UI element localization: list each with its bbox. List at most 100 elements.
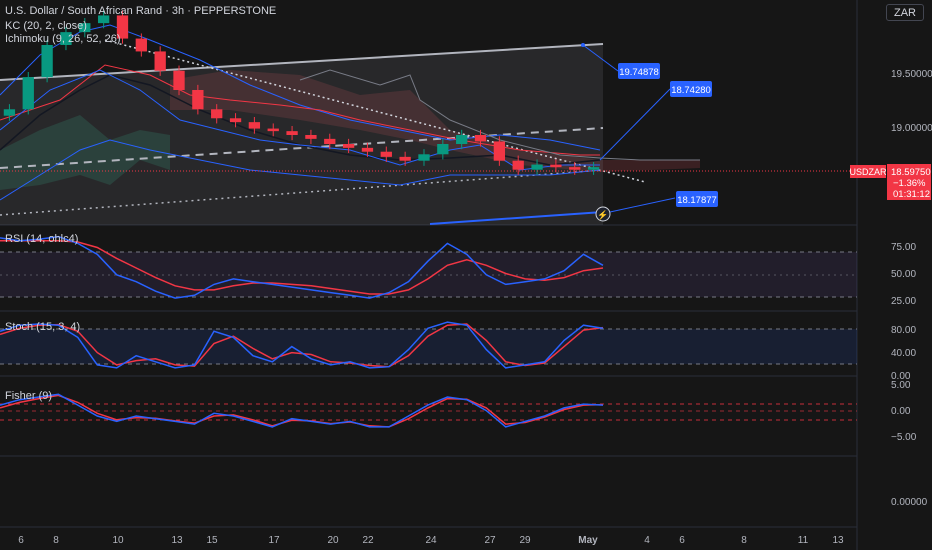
candle-body (97, 15, 110, 24)
symbol-tag-label: USDZAR (849, 167, 887, 177)
time-axis-label: 17 (268, 535, 280, 546)
fisher-pane[interactable]: 5.00 0.00 −5.00 (0, 380, 917, 443)
candle-body (248, 122, 261, 129)
empty-pane[interactable]: 0.00000 (891, 497, 928, 508)
channel-upper-line (0, 43, 604, 81)
time-axis-label: 24 (425, 535, 437, 546)
ichimoku-base-line (0, 64, 600, 156)
diagonal-dotted-line (104, 39, 646, 183)
candle-body (60, 32, 72, 45)
indicator-ichimoku-label[interactable]: Ichimoku (9, 26, 52, 26) (5, 33, 121, 45)
price-axis[interactable]: 19.50000 19.00000 USDZAR 18.59750 −1.36%… (849, 69, 932, 200)
candle-body (3, 109, 16, 116)
candle-body (380, 151, 392, 157)
candle-body (305, 135, 317, 139)
ichimoku-lagging-line (299, 69, 700, 161)
candle-body (418, 154, 430, 161)
lightning-icon[interactable] (595, 206, 611, 222)
candle-body (456, 135, 468, 144)
candle-body (79, 23, 91, 33)
time-axis-label: 13 (832, 535, 844, 546)
callout-2[interactable]: 18.74280 (670, 81, 712, 97)
time-axis-label: 8 (53, 535, 59, 546)
stoch-pane-label[interactable]: Stoch (15, 3, 4) (5, 321, 81, 333)
callout-3-label: 18.17877 (677, 195, 717, 206)
callout-connector-2 (599, 88, 671, 161)
candle-body (569, 167, 581, 170)
support-line (429, 211, 604, 225)
time-axis-label: 15 (206, 535, 218, 546)
time-axis-label: 10 (112, 535, 124, 546)
stoch-tick-1: 80.00 (891, 325, 916, 336)
candle-body (399, 156, 411, 161)
price-pane[interactable]: ⚡ (0, 10, 857, 225)
fisher-tick-2: 0.00 (891, 406, 911, 417)
countdown-label: 01:31:12 (893, 189, 930, 200)
callout-1[interactable]: 19.74878 (618, 63, 660, 79)
fisher-tick-1: 5.00 (891, 380, 911, 391)
candle-body (324, 138, 336, 144)
time-axis-label: 20 (327, 535, 339, 546)
stoch-k-line (0, 321, 604, 369)
rsi-tick-2: 50.00 (891, 269, 916, 280)
candle-body (550, 164, 562, 168)
callout-3[interactable]: 18.17877 (676, 191, 718, 207)
candle-body (437, 144, 449, 155)
candle-body (229, 118, 242, 123)
candle-body (41, 45, 53, 78)
candle-body (361, 147, 374, 152)
candle-body (531, 164, 543, 170)
stoch-pane[interactable]: 80.00 40.00 0.00 (0, 321, 916, 382)
callout-1-label: 19.74878 (619, 67, 659, 78)
candle-body (22, 77, 34, 110)
rsi-pane[interactable]: 75.00 50.00 25.00 (0, 235, 916, 307)
price-tick-2: 19.00000 (891, 123, 932, 134)
time-axis-label: 6 (679, 535, 685, 546)
fisher-pane-label[interactable]: Fisher (9) (5, 390, 53, 402)
kc-basis (0, 74, 601, 166)
stoch-tick-2: 40.00 (891, 348, 916, 359)
symbol-tag (850, 165, 886, 178)
candle-body (587, 167, 600, 170)
callout-2-label: 18.74280 (671, 85, 711, 96)
anchor-dot (581, 43, 585, 47)
candle-body (267, 128, 279, 132)
rsi-line (0, 235, 604, 299)
last-price-tag (887, 164, 931, 200)
time-axis-label: 27 (484, 535, 496, 546)
trend-channel-fill (0, 45, 603, 225)
candle-body (493, 141, 506, 161)
rsi-tick-1: 75.00 (891, 242, 916, 253)
time-axis[interactable]: 6 8 10 13 15 17 20 22 24 27 29 May 4 6 8 11 13 (18, 535, 844, 546)
rsi-pane-label[interactable]: RSI (14, ohlc4) (5, 233, 79, 245)
time-axis-label: 29 (519, 535, 531, 546)
time-axis-label: 6 (18, 535, 24, 546)
empty-pane-tick: 0.00000 (891, 497, 928, 508)
candle-body (512, 160, 524, 170)
lightning-glyph: ⚡ (597, 209, 608, 221)
time-axis-label: May (578, 535, 598, 546)
time-axis-label: 8 (741, 535, 747, 546)
candlestick-series (3, 10, 600, 175)
candle-body (342, 144, 355, 148)
price-tick-1: 19.50000 (891, 69, 932, 80)
currency-button[interactable]: ZAR (886, 4, 924, 21)
callout-connector-1 (582, 44, 619, 72)
time-axis-label: 11 (798, 535, 809, 546)
candle-body (211, 109, 223, 119)
time-axis-label: 22 (362, 535, 374, 546)
rsi-band (0, 252, 857, 297)
candle-body (192, 90, 204, 110)
channel-mid-line (0, 127, 604, 169)
symbol-title[interactable]: U.S. Dollar / South African Rand · 3h · … (5, 5, 277, 17)
price-change-label: −1.36% (893, 178, 926, 189)
kc-lower-band (0, 139, 601, 201)
candle-body (173, 70, 185, 90)
ichimoku-cloud-bear (170, 70, 700, 172)
candle-body (135, 38, 147, 52)
indicator-kc-label[interactable]: KC (20, 2, close) (5, 20, 87, 32)
candle-body (474, 135, 487, 142)
rsi-ma-line (0, 239, 604, 295)
